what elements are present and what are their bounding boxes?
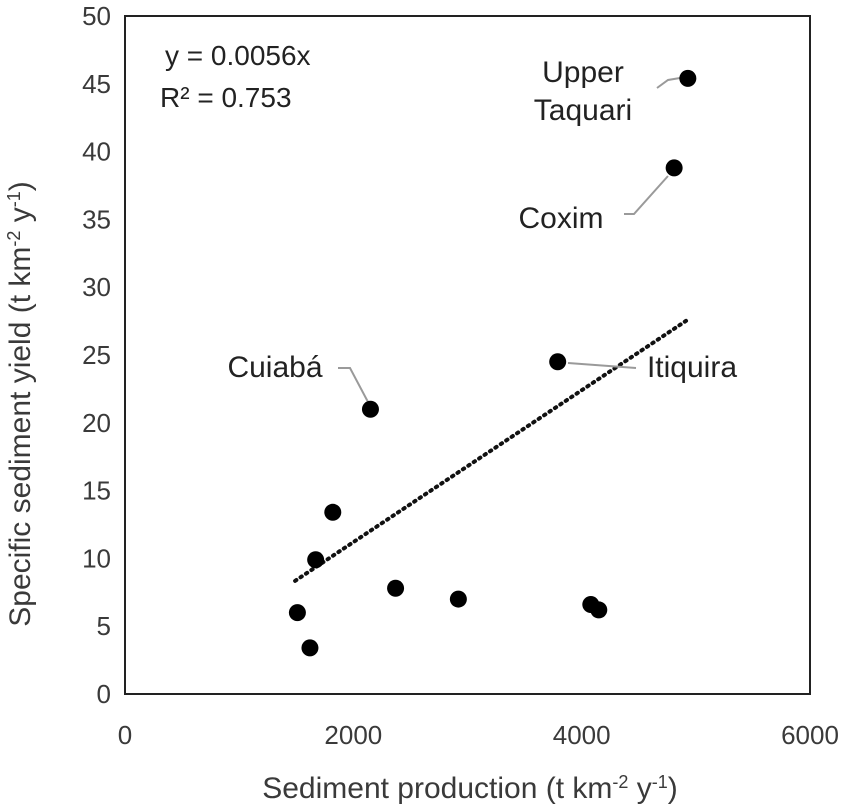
- data-point: [387, 579, 405, 597]
- annotation-leader-line: [624, 175, 669, 215]
- x-tick-label: 4000: [553, 720, 611, 750]
- plot-area-frame: [124, 15, 811, 695]
- y-tick-label: 0: [97, 679, 111, 709]
- x-tick-label: 2000: [324, 720, 382, 750]
- y-axis-title: Specific sediment yield (t km-2 y-1): [4, 181, 37, 627]
- data-point: [549, 353, 567, 371]
- x-tick-label: 0: [118, 720, 132, 750]
- data-point: [590, 601, 608, 619]
- trendline-r2: R² = 0.753: [160, 82, 292, 113]
- y-tick-label: 5: [97, 611, 111, 641]
- data-point: [288, 604, 306, 622]
- annotation-leader-line: [567, 362, 637, 369]
- point-annotation: Cuiabá: [227, 351, 322, 384]
- y-tick-label: 15: [82, 476, 111, 506]
- y-tick-label: 30: [82, 272, 111, 302]
- annotation-leader-line: [656, 77, 681, 89]
- y-tick-label: 45: [82, 69, 111, 99]
- y-tick-label: 35: [82, 204, 111, 234]
- y-tick-label: 25: [82, 340, 111, 370]
- data-point: [324, 503, 342, 521]
- y-tick-label: 40: [82, 137, 111, 167]
- y-tick-label: 50: [82, 1, 111, 31]
- point-annotation: Itiquira: [647, 351, 737, 384]
- y-tick-label: 10: [82, 543, 111, 573]
- point-annotation: Coxim: [518, 202, 603, 235]
- data-point: [665, 159, 683, 177]
- trendline-equation: y = 0.0056x: [165, 40, 311, 71]
- point-annotation: Upper Taquari: [534, 56, 632, 127]
- data-point: [361, 400, 379, 418]
- data-point: [679, 69, 697, 87]
- y-tick-label: 20: [82, 408, 111, 438]
- data-point: [301, 639, 319, 657]
- annotation-leader-line: [338, 367, 369, 403]
- x-axis-title: Sediment production (t km-2 y-1): [262, 772, 678, 805]
- data-point: [307, 551, 325, 569]
- trendline: [293, 317, 690, 583]
- data-point: [449, 590, 467, 608]
- x-tick-label: 6000: [781, 720, 839, 750]
